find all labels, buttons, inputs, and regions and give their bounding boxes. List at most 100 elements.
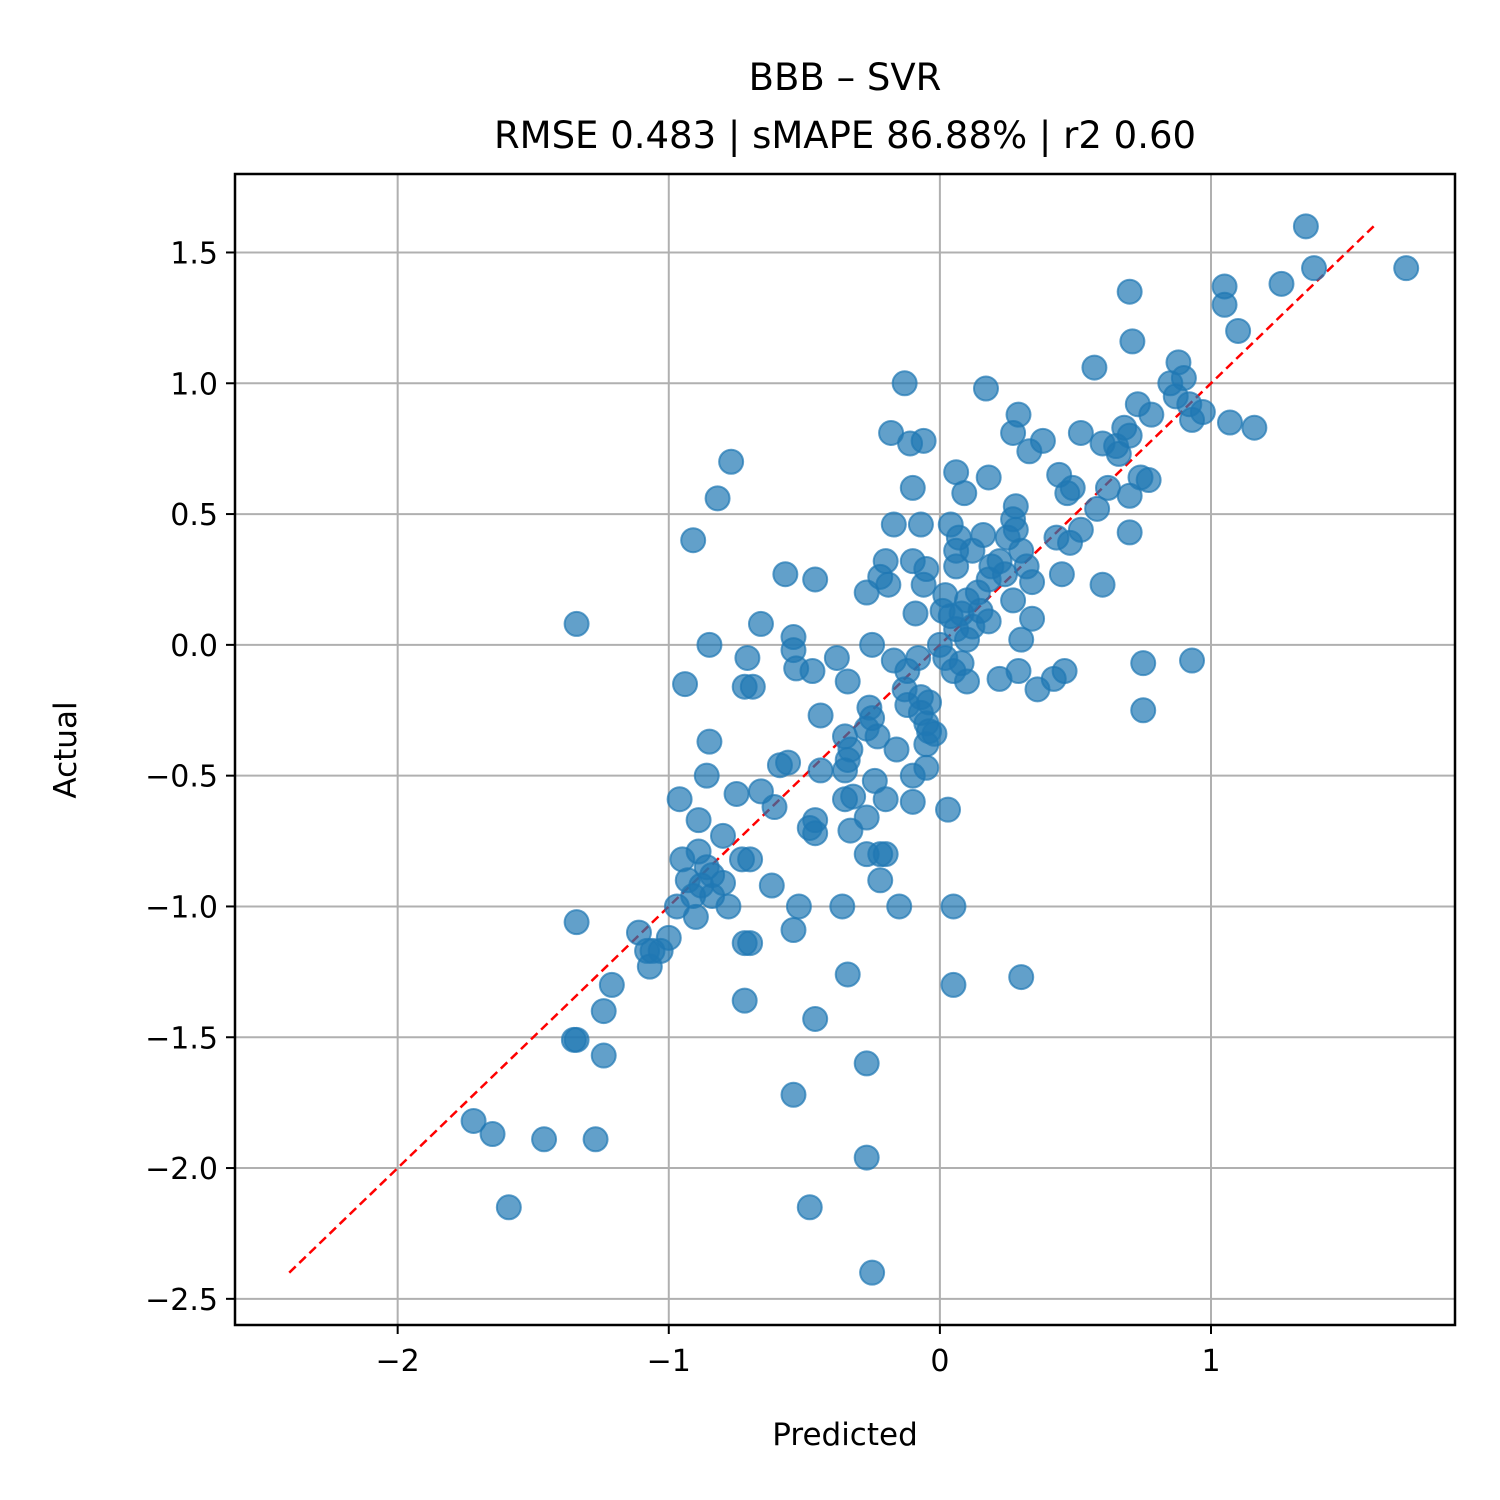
data-point	[738, 931, 762, 955]
data-point	[893, 371, 917, 395]
data-point	[1050, 562, 1074, 586]
data-point	[781, 918, 805, 942]
data-point	[1009, 628, 1033, 652]
data-point	[1020, 570, 1044, 594]
data-point	[776, 751, 800, 775]
data-point	[952, 481, 976, 505]
data-point	[841, 785, 865, 809]
data-point	[497, 1195, 521, 1219]
data-point	[1118, 280, 1142, 304]
chart-subtitle: RMSE 0.483 | sMAPE 86.88% | r2 0.60	[494, 114, 1196, 157]
data-point	[584, 1127, 608, 1151]
data-point	[668, 787, 692, 811]
data-point	[719, 450, 743, 474]
data-point	[944, 554, 968, 578]
data-point	[735, 646, 759, 670]
data-point	[914, 732, 938, 756]
data-point	[1131, 651, 1155, 675]
data-point	[706, 486, 730, 510]
data-point	[836, 962, 860, 986]
data-point	[876, 573, 900, 597]
data-point	[532, 1127, 556, 1151]
data-point	[697, 633, 721, 657]
data-point	[860, 633, 884, 657]
data-point	[803, 567, 827, 591]
data-point	[912, 573, 936, 597]
data-point	[711, 824, 735, 848]
data-point	[600, 973, 624, 997]
data-point	[974, 377, 998, 401]
data-point	[955, 628, 979, 652]
data-point	[868, 842, 892, 866]
data-point	[809, 703, 833, 727]
data-point	[565, 1028, 589, 1052]
data-point	[1001, 588, 1025, 612]
data-point	[901, 476, 925, 500]
x-tick-label: −1	[647, 1344, 691, 1379]
data-point	[887, 894, 911, 918]
data-point	[1213, 293, 1237, 317]
data-point	[860, 1261, 884, 1285]
data-point	[988, 667, 1012, 691]
y-tick-label: 1.5	[170, 236, 218, 271]
data-point	[741, 675, 765, 699]
data-point	[1302, 256, 1326, 280]
data-point	[763, 795, 787, 819]
data-point	[798, 1195, 822, 1219]
data-point	[901, 764, 925, 788]
data-point	[638, 955, 662, 979]
data-point	[855, 1146, 879, 1170]
data-point	[912, 429, 936, 453]
x-axis-label: Predicted	[772, 1417, 918, 1453]
data-point	[1069, 518, 1093, 542]
data-point	[1137, 468, 1161, 492]
data-point	[1025, 677, 1049, 701]
data-point	[760, 874, 784, 898]
data-point	[1009, 965, 1033, 989]
data-point	[1269, 272, 1293, 296]
y-tick-label: −1.5	[145, 1021, 218, 1056]
data-point	[1082, 356, 1106, 380]
y-tick-label: 0.5	[170, 498, 218, 533]
y-axis-label: Actual	[48, 701, 84, 798]
data-point	[941, 973, 965, 997]
data-point	[803, 821, 827, 845]
data-point	[1107, 442, 1131, 466]
data-point	[885, 738, 909, 762]
data-point	[855, 581, 879, 605]
data-point	[1118, 520, 1142, 544]
data-point	[1085, 497, 1109, 521]
y-tick-label: 1.0	[170, 367, 218, 402]
data-point	[903, 601, 927, 625]
data-point	[725, 782, 749, 806]
y-tick-label: −2.0	[145, 1152, 218, 1187]
data-point	[955, 669, 979, 693]
x-tick-label: 0	[930, 1344, 949, 1379]
x-tick-label: 1	[1201, 1344, 1220, 1379]
data-point	[481, 1122, 505, 1146]
chart-title: BBB – SVR	[749, 56, 942, 99]
data-point	[681, 528, 705, 552]
data-point	[1394, 256, 1418, 280]
y-tick-label: 0.0	[170, 629, 218, 664]
data-point	[673, 672, 697, 696]
y-tick-label: −0.5	[145, 760, 218, 795]
data-point	[800, 659, 824, 683]
data-point	[687, 808, 711, 832]
data-point	[695, 764, 719, 788]
data-point	[809, 758, 833, 782]
data-point	[592, 1044, 616, 1068]
data-point	[1131, 698, 1155, 722]
data-point	[833, 758, 857, 782]
data-point	[977, 609, 1001, 633]
data-point	[838, 819, 862, 843]
data-point	[936, 798, 960, 822]
data-point	[1120, 329, 1144, 353]
data-point	[592, 999, 616, 1023]
data-point	[733, 989, 757, 1013]
data-point	[1069, 421, 1093, 445]
data-point	[1180, 649, 1204, 673]
data-point	[909, 513, 933, 537]
data-point	[749, 612, 773, 636]
data-point	[1017, 439, 1041, 463]
